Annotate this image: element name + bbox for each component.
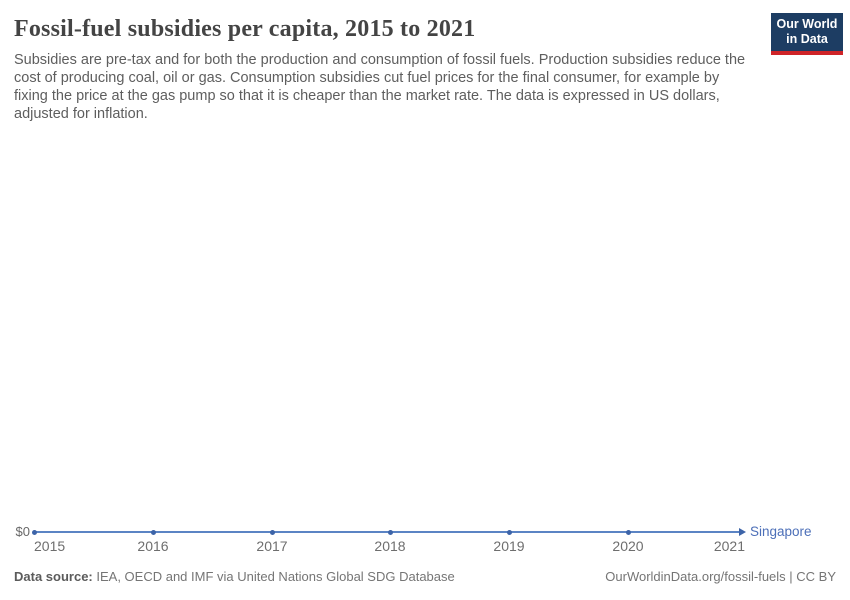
x-tick-2015: 2015 — [34, 538, 66, 554]
x-tick-2019: 2019 — [493, 538, 525, 554]
x-tick-2016: 2016 — [137, 538, 169, 554]
data-source-text: IEA, OECD and IMF via United Nations Glo… — [92, 569, 455, 584]
page-title: Fossil-fuel subsidies per capita, 2015 t… — [14, 16, 476, 42]
x-tick-2017: 2017 — [256, 538, 288, 554]
owid-logo-line2: in Data — [786, 32, 828, 46]
data-point-2019 — [506, 530, 512, 535]
line-end-arrow-icon — [739, 528, 746, 536]
y-axis-tick-label: $0 — [15, 524, 30, 539]
data-point-2017 — [269, 530, 275, 535]
x-tick-2021: 2021 — [713, 538, 745, 554]
owid-logo[interactable]: Our World in Data — [771, 13, 843, 55]
data-point-2018 — [387, 530, 393, 535]
owid-logo-line1: Our World — [776, 17, 838, 31]
data-source-label: Data source: — [14, 569, 93, 584]
x-tick-2020: 2020 — [612, 538, 644, 554]
data-point-2015 — [31, 530, 37, 535]
x-tick-2018: 2018 — [374, 538, 406, 554]
data-point-2016 — [150, 530, 156, 535]
owid-credit-link[interactable]: OurWorldinData.org/fossil-fuels | CC BY — [605, 569, 836, 584]
series-label-singapore[interactable]: Singapore — [750, 524, 812, 539]
data-point-2020 — [625, 530, 631, 535]
data-source-note: Data source: IEA, OECD and IMF via Unite… — [14, 569, 455, 584]
chart-footer: Data source: IEA, OECD and IMF via Unite… — [14, 569, 836, 584]
chart-subtitle: Subsidies are pre-tax and for both the p… — [14, 52, 746, 122]
